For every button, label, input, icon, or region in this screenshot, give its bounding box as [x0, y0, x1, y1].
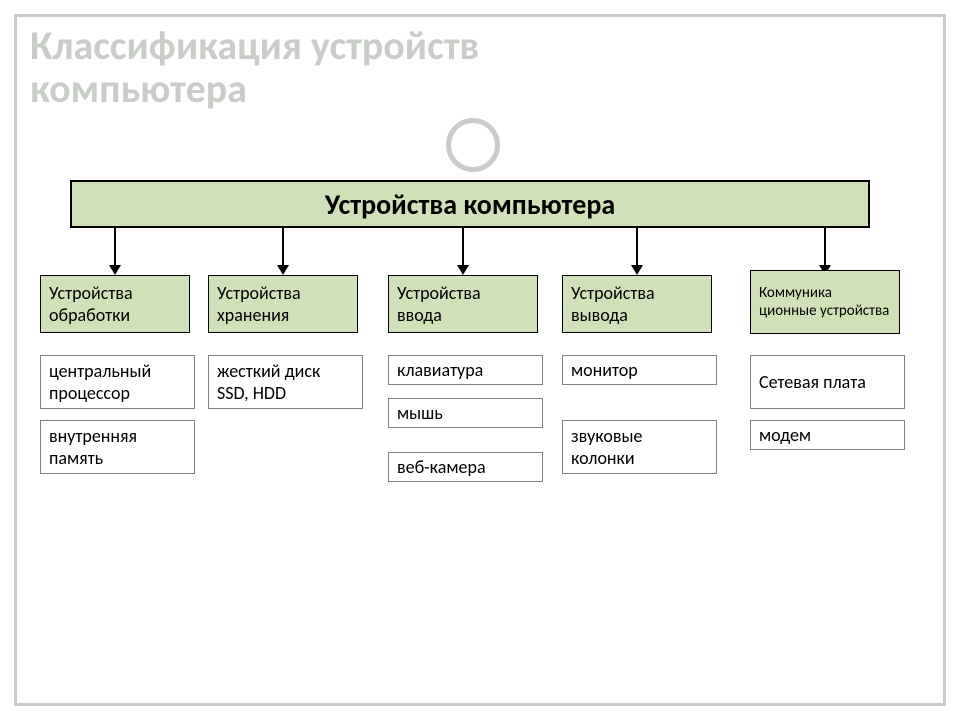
item-node-0-0: центральный процессор — [40, 355, 195, 409]
item-node-4-0: Сетевая плата — [750, 355, 905, 409]
title-line-1: Классификация устройств — [30, 24, 930, 67]
slide-title: Классификация устройств компьютера — [30, 24, 930, 110]
title-line-2: компьютера — [30, 67, 930, 110]
root-node: Устройства компьютера — [70, 180, 870, 228]
category-node-4: Коммуника ционные устройства — [750, 270, 900, 334]
arrow-line-3 — [636, 228, 638, 267]
item-node-2-0: клавиатура — [388, 355, 543, 385]
item-node-1-0: жесткий диск SSD, HDD — [208, 355, 363, 409]
arrow-line-1 — [282, 228, 284, 267]
item-node-3-1: звуковые колонки — [562, 420, 717, 474]
item-node-0-1: внутренняя память — [40, 420, 195, 474]
arrow-head-3 — [631, 265, 643, 275]
item-node-4-1: модем — [750, 420, 905, 450]
slide: Классификация устройств компьютера Устро… — [0, 0, 960, 720]
arrow-head-0 — [109, 265, 121, 275]
category-node-1: Устройства хранения — [208, 275, 358, 333]
category-node-0: Устройства обработки — [40, 275, 190, 333]
item-node-2-1: мышь — [388, 398, 543, 428]
arrow-line-0 — [114, 228, 116, 267]
category-node-3: Устройства вывода — [562, 275, 712, 333]
arrow-line-4 — [824, 228, 826, 267]
decorative-ring-icon — [446, 118, 500, 172]
arrow-head-1 — [277, 265, 289, 275]
category-node-2: Устройства ввода — [388, 275, 538, 333]
arrow-line-2 — [462, 228, 464, 267]
item-node-3-0: монитор — [562, 355, 717, 385]
item-node-2-2: веб-камера — [388, 452, 543, 482]
arrow-head-2 — [457, 265, 469, 275]
